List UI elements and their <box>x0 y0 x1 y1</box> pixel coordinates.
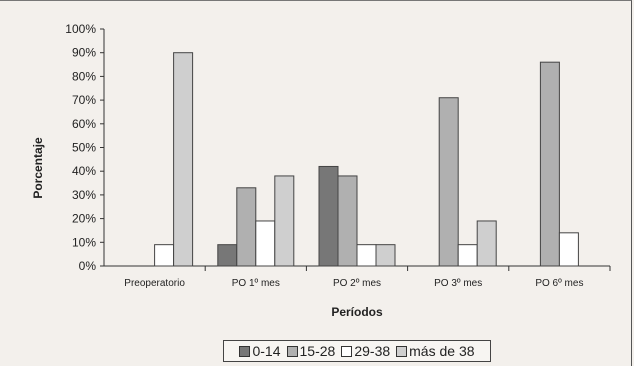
y-axis-label: Porcentaje <box>31 137 45 199</box>
y-tick-label: 0% <box>79 259 97 273</box>
x-axis-label: Períodos <box>331 305 383 319</box>
bar-más-de-38-2 <box>375 244 396 267</box>
x-tick-label: PO 2º mes <box>333 278 381 289</box>
bar-15-28-4 <box>539 61 560 267</box>
y-tick-label: 20% <box>72 212 96 226</box>
bar-15-28-3 <box>438 97 459 267</box>
y-tick-label: 90% <box>72 46 96 60</box>
bar-29-38-2 <box>356 244 377 267</box>
bar-0-14-1 <box>217 244 238 267</box>
y-tick-label: 100% <box>65 22 96 36</box>
y-tick-label: 40% <box>72 164 96 178</box>
legend-item: 29-38 <box>341 343 390 359</box>
legend-label: 15-28 <box>299 343 336 359</box>
bar-29-38-0 <box>154 244 175 267</box>
y-tick-label: 30% <box>72 188 96 202</box>
bar-más-de-38-1 <box>274 175 295 267</box>
legend-item: más de 38 <box>396 343 475 359</box>
bar-0-14-2 <box>318 165 339 267</box>
legend-swatch <box>396 345 408 357</box>
legend-swatch <box>286 345 298 357</box>
x-tick-label: PO 1º mes <box>232 278 280 289</box>
legend-label: 29-38 <box>354 343 391 359</box>
y-tick-label: 10% <box>72 235 96 249</box>
legend-item: 0-14 <box>239 343 281 359</box>
x-tick-label: PO 6º mes <box>535 278 583 289</box>
x-tick-label: PO 3º mes <box>434 278 482 289</box>
y-tick-label: 50% <box>72 141 96 155</box>
bar-29-38-1 <box>255 220 276 267</box>
bar-más-de-38-0 <box>173 52 194 267</box>
legend-swatch <box>341 345 353 357</box>
bars <box>154 52 579 267</box>
x-tick-label: Preoperatorio <box>124 278 185 289</box>
legend-swatch <box>239 345 251 357</box>
bar-15-28-2 <box>337 175 358 267</box>
legend: 0-14 15-28 29-38 más de 38 <box>223 340 491 362</box>
y-tick-label: 70% <box>72 93 96 107</box>
legend-item: 15-28 <box>286 343 336 359</box>
bar-15-28-1 <box>236 187 257 267</box>
bar-29-38-3 <box>457 244 478 267</box>
legend-label: 0-14 <box>252 343 281 359</box>
bar-más-de-38-3 <box>476 220 497 267</box>
legend-label: más de 38 <box>409 343 475 359</box>
y-tick-label: 80% <box>72 69 96 83</box>
bar-29-38-4 <box>558 232 579 267</box>
axes: 0% 10% 20% 30% 40% 50% 60% 70% 80% 90% 100% Preoper… <box>65 22 611 289</box>
y-tick-label: 60% <box>72 117 96 131</box>
